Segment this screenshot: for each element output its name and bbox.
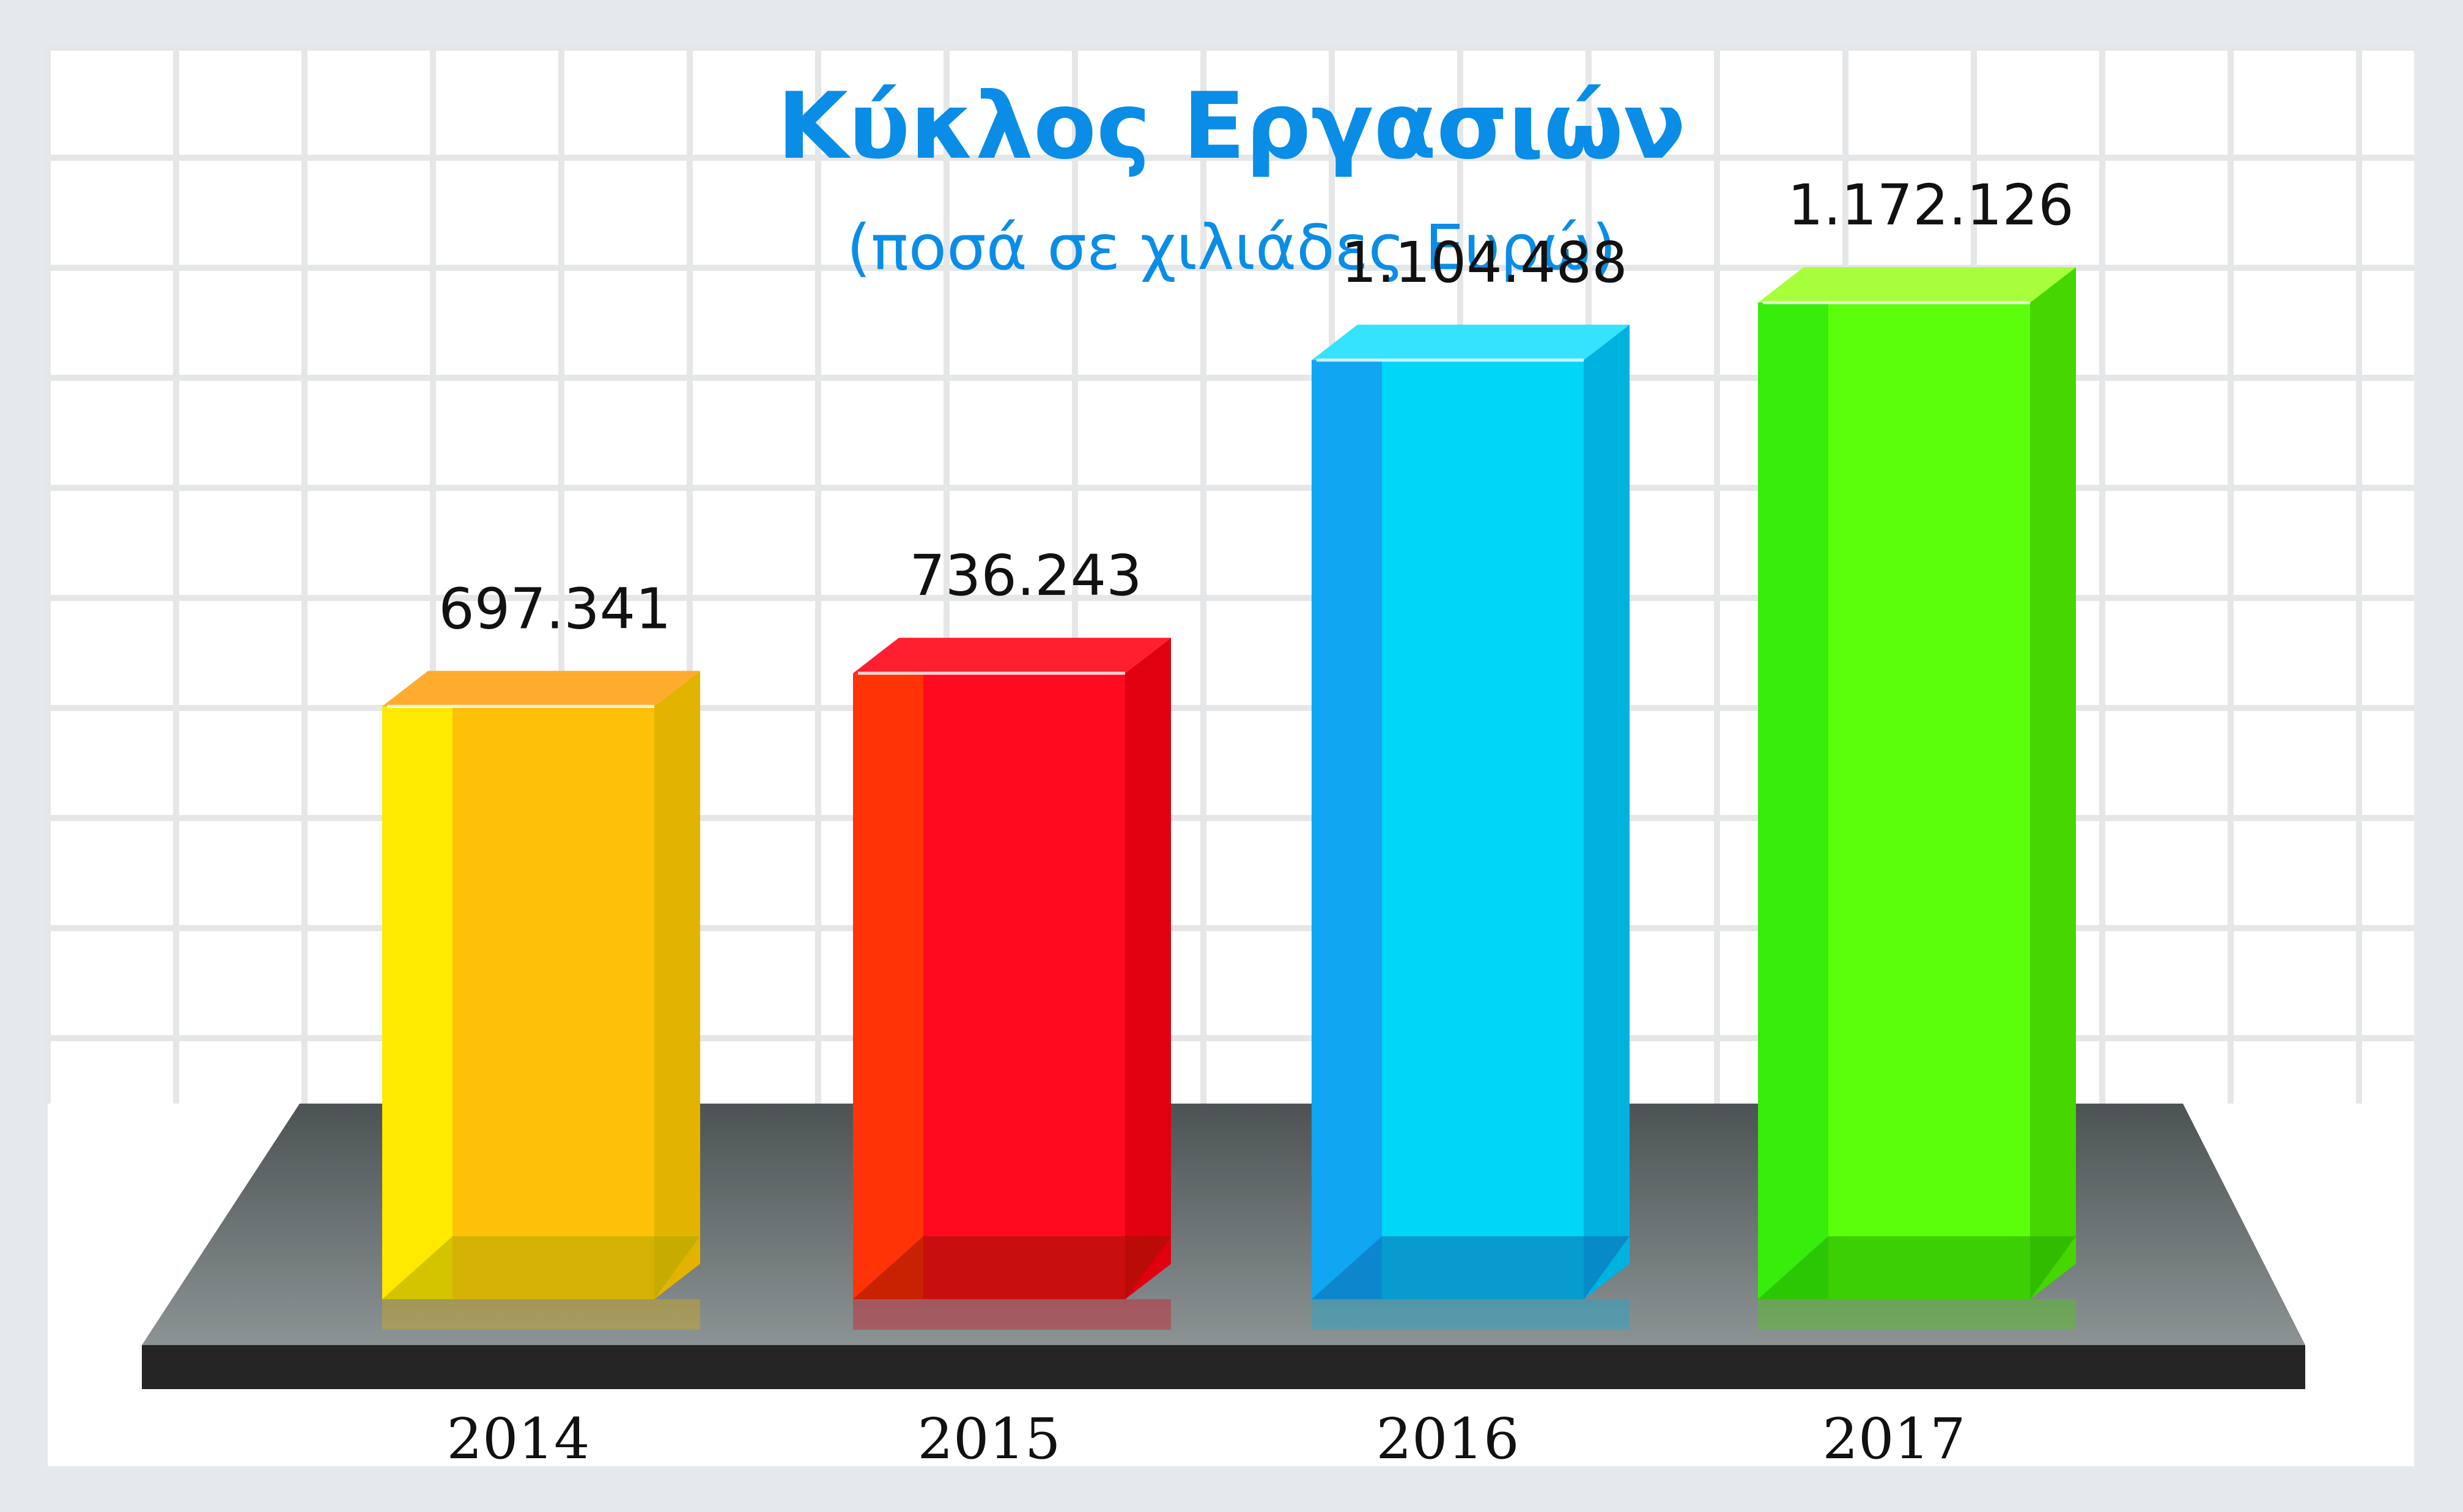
chart-title: Κύκλος Εργασιών [777, 73, 1686, 180]
bar-inner-floor [1758, 1236, 2076, 1299]
bar-reflection [853, 1299, 1171, 1330]
x-tick-label-2016: 2016 [1376, 1406, 1519, 1472]
x-tick-label-2015: 2015 [917, 1406, 1060, 1472]
bar-2014 [382, 671, 700, 1330]
data-label-2016: 1.104.488 [1341, 230, 1627, 295]
bar-inner-floor [382, 1236, 700, 1299]
bar-side [2030, 267, 2076, 1299]
bar-reflection [1312, 1299, 1630, 1330]
bar-reflection [382, 1299, 700, 1330]
data-label-2017: 1.172.126 [1787, 172, 2073, 238]
bar-top [382, 671, 700, 707]
data-label-2014: 697.341 [438, 576, 671, 641]
x-tick-label-2014: 2014 [446, 1406, 589, 1472]
bar-front-highlight [853, 673, 923, 1299]
bar-top [1312, 325, 1630, 361]
bar-front-highlight [1758, 303, 1828, 1299]
chart-subtitle: (ποσά σε χιλιάδες Ευρώ) [847, 212, 1617, 284]
bar-2016 [1312, 325, 1630, 1330]
bar-top [1758, 267, 2076, 303]
data-label-2015: 736.243 [909, 543, 1142, 608]
bars [382, 267, 2076, 1330]
bar-front-highlight [382, 706, 452, 1299]
bar-front-highlight [1312, 360, 1382, 1299]
bar-side [1584, 325, 1630, 1299]
bar-2017 [1758, 267, 2076, 1330]
bar-side [1125, 638, 1171, 1299]
x-tick-label-2017: 2017 [1822, 1406, 1965, 1472]
bar-reflection [1758, 1299, 2076, 1330]
platform-edge [142, 1345, 2305, 1389]
bar-side [654, 671, 700, 1299]
bar-2015 [853, 638, 1171, 1330]
labels: 697.341 2014 736.243 2015 1.104.488 2016 1.172… [438, 172, 2073, 1472]
bar-top [853, 638, 1171, 674]
bar-inner-floor [1312, 1236, 1630, 1299]
bar-inner-floor [853, 1236, 1171, 1299]
